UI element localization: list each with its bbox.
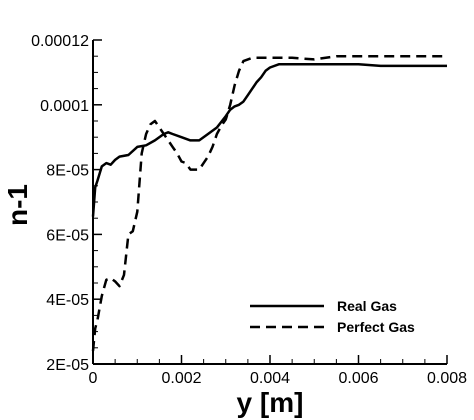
y-tick-label: 8E-05 [46,163,89,180]
y-tick-label: 2E-05 [46,357,89,374]
legend-label-perfect-gas: Perfect Gas [337,319,415,335]
x-axis-label: y [m] [237,387,304,418]
x-tick-label: 0.004 [250,370,290,387]
axes [92,40,447,365]
x-tick-label: 0.002 [161,370,201,387]
x-tick-label: 0 [89,370,98,387]
legend-label-real-gas: Real Gas [337,298,397,314]
y-axis-label: n-1 [2,184,33,226]
x-tick-label: 0.006 [338,370,378,387]
y-tick-label: 0.0001 [40,98,89,115]
series-line-real-gas [91,63,447,217]
y-axis-ticks: 2E-05 4E-05 6E-05 8E-05 0.0001 0.00012 [31,33,102,374]
x-tick-label: 0.008 [427,370,467,387]
series-lines [91,54,447,352]
y-tick-label: 4E-05 [46,292,89,309]
y-tick-label: 6E-05 [46,227,89,244]
x-axis-ticks: 0 0.002 0.004 0.006 0.008 [89,355,467,387]
y-tick-label: 0.00012 [31,33,89,50]
legend: Real Gas Perfect Gas [250,298,415,335]
